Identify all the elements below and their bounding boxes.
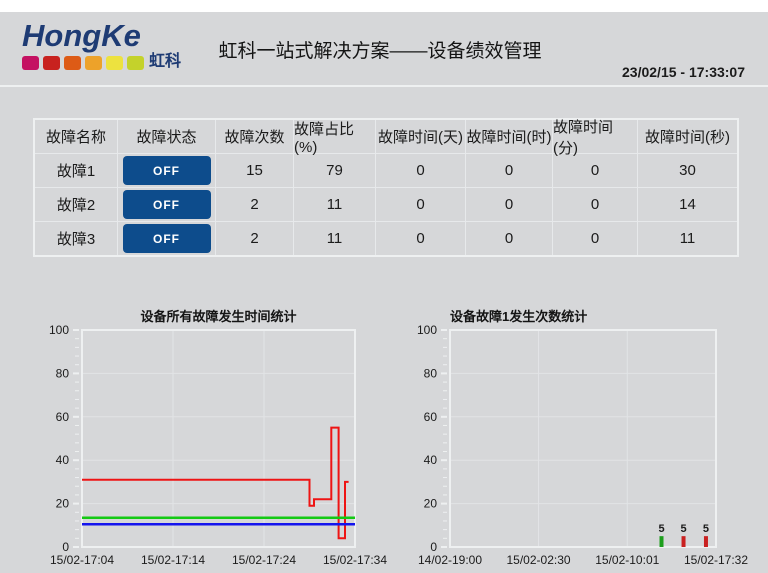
chart-title: 设备所有故障发生时间统计 bbox=[140, 309, 296, 324]
page-title: 虹科一站式解决方案——设备绩效管理 bbox=[218, 41, 542, 62]
y-axis-tick-label: 100 bbox=[49, 323, 69, 337]
fault-percent: 11 bbox=[293, 188, 375, 221]
x-axis-tick-label: 15/02-17:04 bbox=[50, 553, 114, 567]
logo-wordmark: HongKe bbox=[22, 18, 141, 53]
fault-minutes: 0 bbox=[552, 188, 637, 221]
y-axis-tick-label: 60 bbox=[56, 410, 70, 424]
fault-seconds: 14 bbox=[637, 188, 737, 221]
fault-days: 0 bbox=[375, 154, 465, 187]
chart-title: 设备故障1发生次数统计 bbox=[450, 309, 587, 324]
fault-minutes: 0 bbox=[552, 154, 637, 187]
fault-status-toggle[interactable]: OFF bbox=[122, 224, 211, 253]
x-axis-tick-label: 15/02-17:34 bbox=[323, 553, 387, 567]
bar-value-label: 5 bbox=[703, 523, 709, 535]
logo: HongKe 虹科 bbox=[22, 20, 181, 70]
bar bbox=[681, 536, 686, 547]
logo-square bbox=[85, 56, 102, 70]
column-header: 故障时间(秒) bbox=[637, 120, 737, 153]
line-series bbox=[82, 426, 349, 540]
fault-hours: 0 bbox=[465, 222, 552, 255]
fault-seconds: 11 bbox=[637, 222, 737, 255]
fault-name: 故障1 bbox=[56, 163, 96, 180]
x-axis-tick-label: 15/02-17:14 bbox=[141, 553, 205, 567]
bar bbox=[659, 536, 664, 547]
y-axis-tick-label: 80 bbox=[424, 366, 438, 380]
y-axis-tick-label: 20 bbox=[424, 497, 438, 511]
logo-square bbox=[106, 56, 123, 70]
x-axis-tick-label: 15/02-17:24 bbox=[232, 553, 296, 567]
table-row: 故障2 OFF 2 11 0 0 0 14 bbox=[35, 187, 737, 221]
table-row: 故障3 OFF 2 11 0 0 0 11 bbox=[35, 221, 737, 255]
fault-days: 0 bbox=[375, 188, 465, 221]
table-row: 故障1 OFF 15 79 0 0 0 30 bbox=[35, 153, 737, 187]
y-axis-tick-label: 40 bbox=[424, 453, 438, 467]
y-axis-tick-label: 0 bbox=[430, 540, 437, 554]
fault-count: 15 bbox=[215, 154, 293, 187]
logo-cn-text: 虹科 bbox=[149, 53, 182, 70]
bar bbox=[703, 536, 708, 547]
y-axis-tick-label: 0 bbox=[62, 540, 69, 554]
x-axis-tick-label: 15/02-17:32 bbox=[684, 553, 748, 567]
column-header: 故障时间(天) bbox=[375, 120, 465, 153]
fault-percent: 11 bbox=[293, 222, 375, 255]
fault-status-toggle[interactable]: OFF bbox=[122, 156, 211, 185]
fault-minutes: 0 bbox=[552, 222, 637, 255]
y-axis-tick-label: 80 bbox=[56, 366, 70, 380]
column-header: 故障占比(%) bbox=[293, 120, 375, 156]
fault-seconds: 30 bbox=[637, 154, 737, 187]
fault-status-toggle[interactable]: OFF bbox=[122, 190, 211, 219]
fault-name: 故障2 bbox=[56, 197, 96, 214]
column-header: 故障时间(时) bbox=[465, 120, 552, 153]
header-separator bbox=[0, 85, 768, 87]
fault-count: 2 bbox=[215, 188, 293, 221]
logo-square bbox=[64, 56, 81, 70]
fault-hours: 0 bbox=[465, 188, 552, 221]
fault1-count-bar-chart: 0 20 40 60 80 100 14/02-19:00 15/02-02:30 15/02-… bbox=[417, 309, 748, 567]
bar-value-label: 5 bbox=[680, 523, 686, 535]
bar-value-label: 5 bbox=[658, 523, 664, 535]
table-header-row: 故障名称 故障状态 故障次数 故障占比(%) 故障时间(天) 故障时间(时) 故… bbox=[35, 119, 737, 157]
column-header: 故障状态 bbox=[117, 120, 215, 153]
fault-count: 2 bbox=[215, 222, 293, 255]
column-header: 故障名称 bbox=[45, 129, 106, 146]
fault-time-line-chart: 0 20 40 60 80 100 15/02-17:04 15/02-17:14 15/02-… bbox=[49, 309, 387, 567]
x-axis-tick-label: 15/02-02:30 bbox=[507, 553, 571, 567]
fault-days: 0 bbox=[375, 222, 465, 255]
main-panel: HongKe 虹科 虹科一站式解决方案——设备绩效管理 23/02/15 - 1… bbox=[0, 12, 768, 573]
logo-square bbox=[43, 56, 60, 70]
y-axis-tick-label: 40 bbox=[56, 453, 70, 467]
x-axis-tick-label: 15/02-10:01 bbox=[595, 553, 659, 567]
fault-percent: 79 bbox=[293, 154, 375, 187]
column-header: 故障次数 bbox=[215, 120, 293, 153]
y-axis-tick-label: 100 bbox=[417, 323, 437, 337]
fault-name: 故障3 bbox=[56, 231, 96, 248]
timestamp: 23/02/15 - 17:33:07 bbox=[622, 64, 745, 80]
y-axis-tick-label: 20 bbox=[56, 497, 70, 511]
fault-table: 故障名称 故障状态 故障次数 故障占比(%) 故障时间(天) 故障时间(时) 故… bbox=[33, 118, 739, 257]
logo-square bbox=[127, 56, 144, 70]
x-axis-tick-label: 14/02-19:00 bbox=[418, 553, 482, 567]
logo-squares bbox=[22, 56, 144, 70]
fault-hours: 0 bbox=[465, 154, 552, 187]
y-axis-tick-label: 60 bbox=[424, 410, 438, 424]
logo-square bbox=[22, 56, 39, 70]
column-header: 故障时间(分) bbox=[552, 119, 637, 157]
